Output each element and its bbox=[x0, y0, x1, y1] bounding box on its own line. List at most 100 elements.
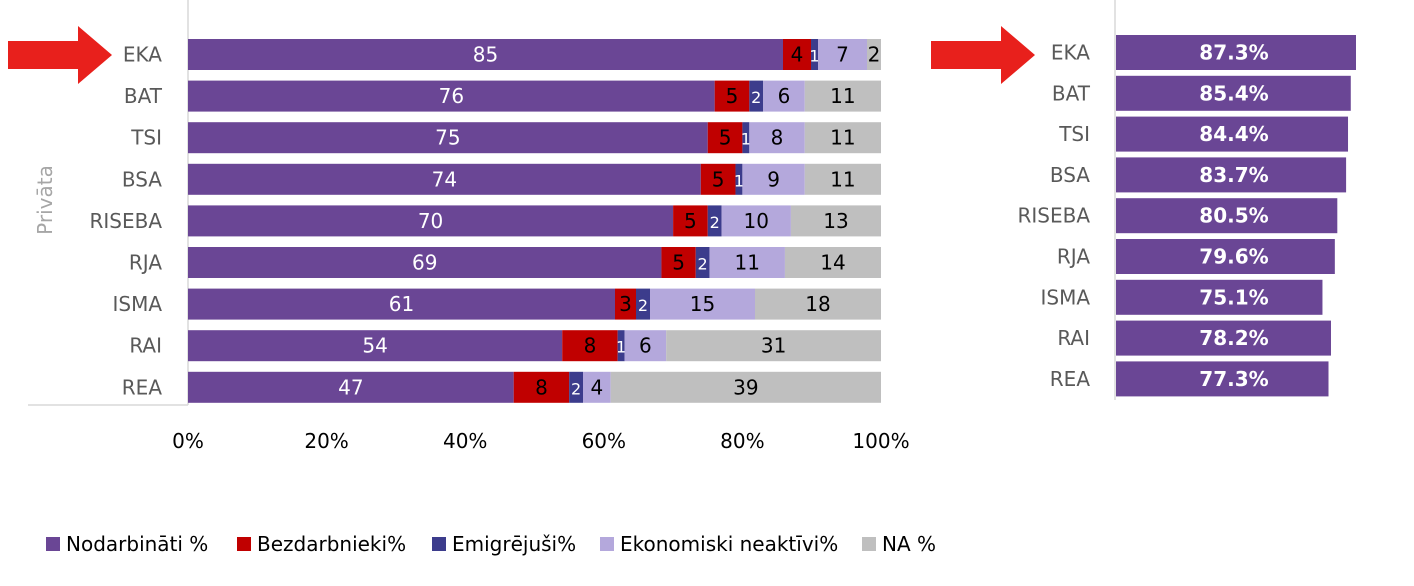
value-label: 75.1% bbox=[1199, 285, 1268, 309]
value-label: 78.2% bbox=[1199, 326, 1268, 350]
bar bbox=[1116, 239, 1335, 274]
data-label: 1 bbox=[616, 338, 626, 357]
bar bbox=[1116, 116, 1349, 152]
data-label: 1 bbox=[734, 171, 744, 190]
data-label: 2 bbox=[710, 213, 720, 232]
bar-segment bbox=[661, 247, 696, 278]
category-label-2: RJA bbox=[1057, 245, 1090, 269]
bar-segment bbox=[188, 122, 708, 154]
data-label: 5 bbox=[684, 209, 697, 233]
bar-segment bbox=[867, 39, 881, 70]
category-label-2: EKA bbox=[1051, 41, 1090, 65]
bar-segment bbox=[650, 288, 755, 320]
value-label: 77.3% bbox=[1199, 367, 1268, 391]
category-label-2: RISEBA bbox=[1017, 204, 1090, 228]
data-label: 9 bbox=[767, 167, 780, 191]
bar bbox=[1116, 361, 1329, 397]
data-label: 2 bbox=[638, 296, 648, 315]
bar-segment bbox=[188, 163, 701, 195]
highlight-arrow-icon bbox=[8, 26, 112, 84]
bar-segment bbox=[188, 288, 615, 320]
bar-segment bbox=[617, 330, 625, 362]
legend-swatch bbox=[600, 537, 614, 551]
data-label: 2 bbox=[751, 88, 761, 107]
data-label: 13 bbox=[823, 209, 848, 233]
bar-segment bbox=[784, 247, 881, 278]
category-label-2: RAI bbox=[1057, 326, 1090, 350]
bar-segment bbox=[804, 122, 881, 154]
bar-segment bbox=[666, 330, 881, 362]
category-label-2: BAT bbox=[1052, 81, 1091, 105]
data-label: 6 bbox=[639, 334, 652, 358]
category-label: REA bbox=[122, 375, 163, 399]
category-label: RJA bbox=[129, 251, 162, 275]
bar-segment bbox=[709, 247, 785, 278]
data-label: 8 bbox=[771, 126, 784, 150]
bar-segment bbox=[742, 122, 750, 154]
bar-segment bbox=[583, 371, 611, 403]
bar-segment bbox=[804, 80, 881, 112]
data-label: 74 bbox=[432, 167, 457, 191]
bar bbox=[1116, 157, 1347, 193]
bar-segment bbox=[707, 122, 743, 154]
bar-segment bbox=[673, 205, 708, 237]
data-label: 76 bbox=[439, 84, 464, 108]
data-label: 85 bbox=[473, 43, 498, 67]
bar-segment bbox=[188, 205, 674, 237]
data-label: 31 bbox=[761, 334, 786, 358]
bar-segment bbox=[188, 371, 514, 403]
category-label: ISMA bbox=[112, 292, 162, 316]
bar-segment bbox=[636, 288, 650, 320]
bar-segment bbox=[707, 205, 722, 237]
bar bbox=[1116, 279, 1323, 315]
legend-label: Bezdarbnieki% bbox=[257, 532, 406, 556]
data-label: 18 bbox=[805, 292, 830, 316]
data-label: 14 bbox=[820, 251, 845, 275]
category-label: RISEBA bbox=[89, 209, 162, 233]
group-label: Privāta bbox=[33, 165, 57, 235]
x-tick-label: 100% bbox=[852, 429, 909, 453]
data-label: 70 bbox=[418, 209, 443, 233]
data-label: 47 bbox=[338, 375, 363, 399]
bar bbox=[1116, 75, 1351, 111]
bar-segment bbox=[188, 247, 662, 278]
data-label: 69 bbox=[412, 251, 437, 275]
x-tick-label: 20% bbox=[304, 429, 348, 453]
category-label: TSI bbox=[130, 126, 162, 150]
highlight-arrow-icon bbox=[931, 26, 1035, 84]
data-label: 4 bbox=[791, 43, 804, 67]
bar-segment bbox=[610, 371, 881, 403]
legend-swatch bbox=[46, 537, 60, 551]
category-label: BAT bbox=[124, 84, 163, 108]
legend-label: Ekonomiski neaktīvi% bbox=[620, 532, 838, 556]
data-label: 11 bbox=[830, 126, 855, 150]
x-tick-label: 60% bbox=[582, 429, 626, 453]
bar-segment bbox=[804, 163, 881, 195]
bar bbox=[1116, 320, 1331, 356]
bar-segment bbox=[562, 330, 618, 362]
bar-segment bbox=[188, 39, 783, 70]
legend-swatch bbox=[432, 537, 446, 551]
bar-segment bbox=[749, 80, 764, 112]
data-label: 4 bbox=[591, 375, 604, 399]
bar bbox=[1116, 198, 1338, 234]
legend-swatch bbox=[237, 537, 251, 551]
bar-segment bbox=[755, 288, 881, 320]
value-label: 84.4% bbox=[1199, 122, 1268, 146]
data-label: 11 bbox=[830, 167, 855, 191]
data-label: 8 bbox=[584, 334, 597, 358]
data-label: 10 bbox=[744, 209, 769, 233]
data-label: 2 bbox=[868, 43, 881, 67]
legend-label: Nodarbināti % bbox=[66, 532, 208, 556]
data-label: 11 bbox=[830, 84, 855, 108]
x-tick-label: 40% bbox=[443, 429, 487, 453]
bar-segment bbox=[700, 163, 736, 195]
data-label: 5 bbox=[726, 84, 739, 108]
value-label: 79.6% bbox=[1199, 245, 1268, 269]
bar-segment bbox=[790, 205, 881, 237]
data-label: 7 bbox=[836, 43, 849, 67]
data-label: 54 bbox=[362, 334, 387, 358]
bar-segment bbox=[783, 39, 811, 70]
category-label: EKA bbox=[123, 43, 162, 67]
